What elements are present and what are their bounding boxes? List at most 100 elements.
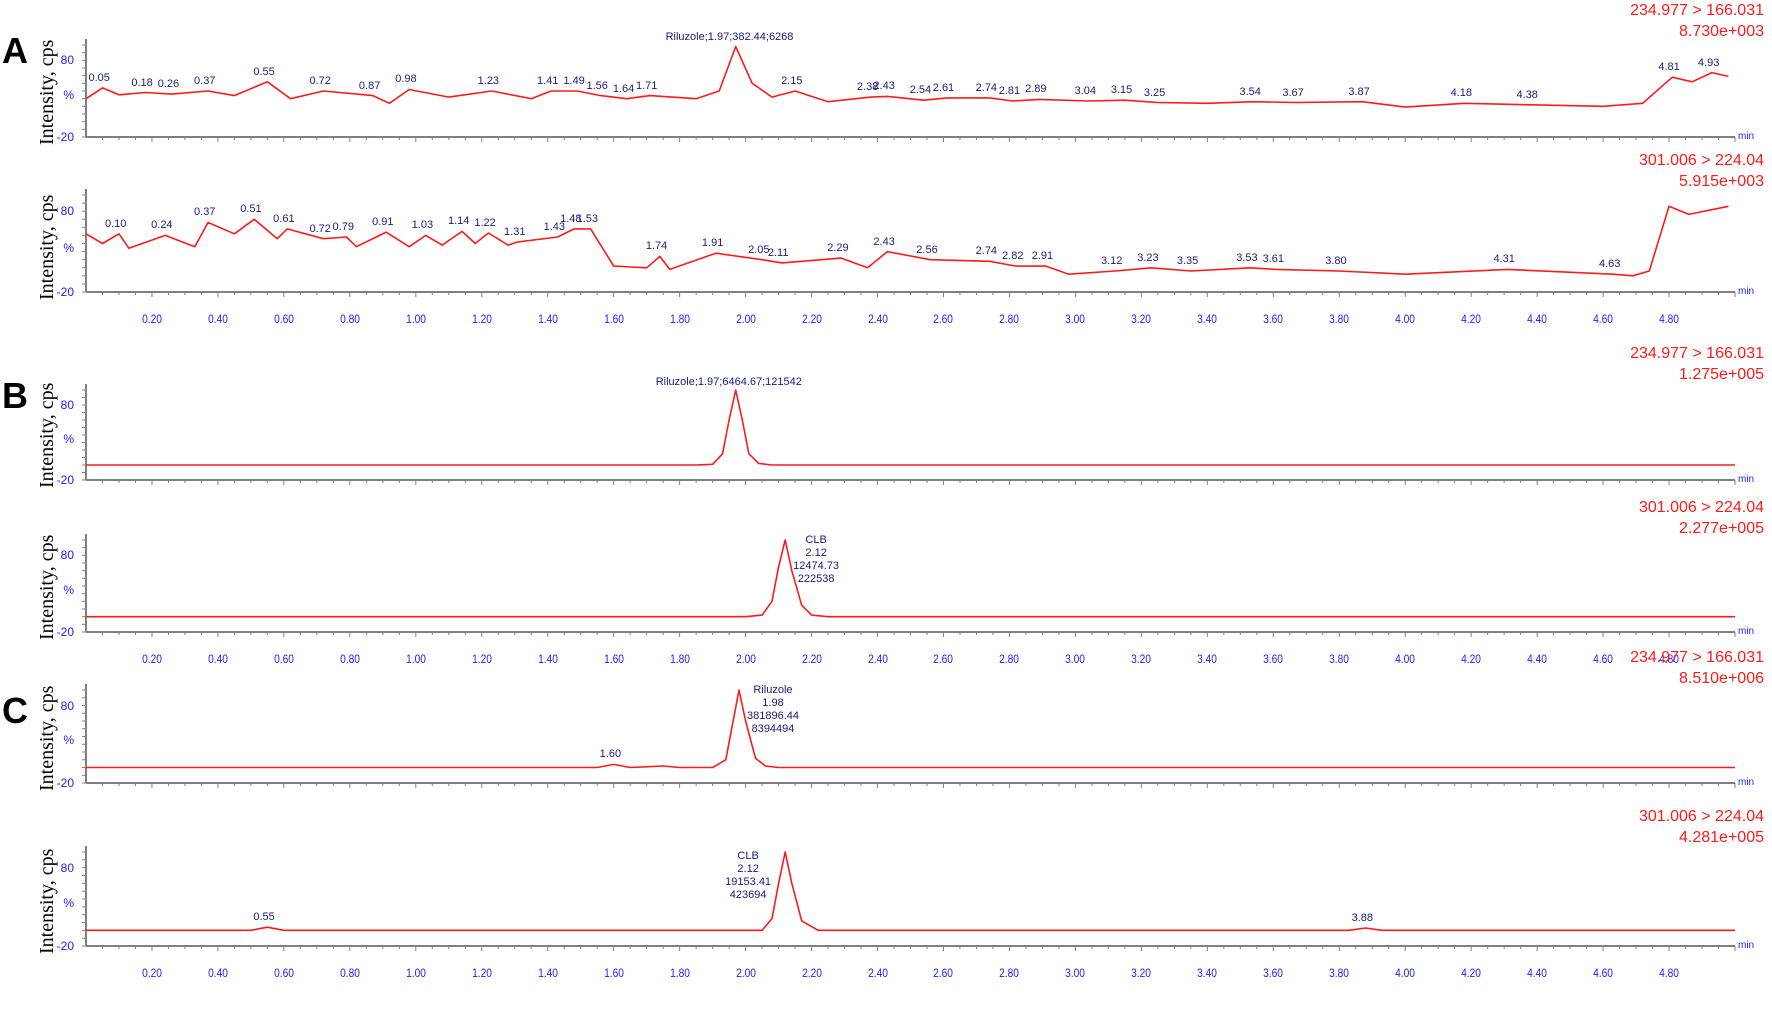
annotation-line: Riluzole [753, 684, 793, 696]
peak-rt-label: 1.43 [543, 221, 566, 234]
panel-letter: B [2, 375, 28, 416]
annotation-line: CLB [805, 534, 827, 546]
x-unit-label: min [1738, 626, 1755, 637]
peak-rt-label: 3.54 [1239, 85, 1261, 98]
peak-rt-label: 2.74 [975, 245, 998, 258]
peak-rt-label: 4.93 [1697, 56, 1720, 69]
peak-rt-label: 2.15 [781, 75, 803, 87]
compound-annotation: Riluzole;1.97;6464.67;121542 [656, 376, 802, 389]
peak-rt-label: 4.18 [1450, 87, 1472, 100]
peak-rt-label: 2.05 [748, 243, 770, 256]
x-tick-label: 4.40 [1527, 652, 1548, 666]
peak-rt-label: 2.43 [873, 235, 895, 248]
x-tick-label: 2.20 [801, 652, 822, 666]
peak-rt-label: 2.29 [827, 242, 849, 255]
peak-rt-label: 0.55 [253, 65, 275, 78]
peak-rt-label: 0.72 [309, 222, 331, 235]
peak-rt-label: 0.18 [131, 76, 153, 89]
annotation-line: 2.12 [805, 547, 827, 559]
x-tick-label: 0.40 [207, 312, 228, 326]
x-unit-label: min [1738, 940, 1755, 951]
peak-rt-label: 3.80 [1325, 254, 1347, 267]
peak-rt-label: 3.35 [1176, 254, 1199, 267]
peak-rt-label: 1.22 [474, 216, 496, 229]
mrm-transition: 301.006 > 224.04 [1638, 152, 1764, 169]
x-tick-label: 0.80 [339, 312, 360, 326]
x-tick-label: 2.60 [933, 652, 954, 666]
x-tick-label: 4.40 [1527, 312, 1548, 326]
x-tick-label: 0.60 [273, 966, 294, 980]
y-tick-label: -20 [56, 939, 74, 953]
peak-rt-label: 1.14 [447, 215, 470, 228]
peak-rt-label: 3.12 [1100, 254, 1123, 267]
peak-rt-label: 0.51 [240, 203, 262, 216]
x-tick-label: 3.40 [1197, 652, 1218, 666]
peak-rt-label: 4.63 [1598, 258, 1621, 271]
peak-rt-label: 3.25 [1143, 86, 1166, 99]
y-tick-label: % [63, 582, 74, 597]
x-tick-label: 4.00 [1395, 312, 1416, 326]
peak-rt-label: 1.03 [411, 219, 434, 232]
chromatogram-trace [86, 689, 1735, 769]
y-tick-label: % [63, 733, 74, 748]
x-tick-label: 3.20 [1131, 652, 1152, 666]
max-intensity: 4.281e+005 [1679, 829, 1764, 846]
x-tick-label: 3.20 [1131, 312, 1152, 326]
y-tick-label: -20 [56, 776, 74, 790]
peak-rt-label: 2.81 [998, 84, 1021, 97]
peak-rt-label: 0.26 [157, 78, 180, 91]
x-tick-label: 0.80 [339, 652, 360, 666]
peak-rt-label: 1.41 [537, 75, 559, 87]
peak-rt-label: 0.61 [273, 212, 295, 225]
annotation-line: Riluzole;1.97;6464.67;121542 [655, 376, 802, 388]
peak-rt-label: 1.31 [504, 225, 526, 238]
x-tick-label: 3.00 [1065, 312, 1086, 326]
x-tick-label: 4.80 [1659, 312, 1679, 326]
peak-rt-label: 3.23 [1137, 251, 1159, 264]
x-tick-label: 1.00 [405, 312, 426, 326]
peak-rt-label: 2.74 [975, 81, 998, 94]
x-tick-label: 2.40 [867, 966, 888, 980]
mrm-transition: 301.006 > 224.04 [1638, 499, 1764, 516]
y-tick-label: 80 [60, 548, 74, 563]
peak-rt-label: 0.98 [395, 73, 417, 86]
x-tick-label: 2.80 [999, 312, 1020, 326]
x-tick-label: 1.00 [405, 966, 426, 980]
y-tick-label: 80 [60, 204, 74, 219]
y-tick-label: -20 [56, 473, 74, 487]
peak-rt-label: 2.11 [767, 246, 789, 259]
peak-rt-label: 1.53 [576, 212, 599, 225]
x-tick-label: 2.60 [933, 966, 954, 980]
annotation-line: CLB [737, 850, 759, 862]
x-tick-label: 1.40 [537, 312, 558, 326]
x-tick-label: 2.60 [933, 312, 954, 326]
mrm-transition: 234.977 > 166.031 [1630, 345, 1764, 362]
compound-annotation: CLB 2.12 19153.41 423694 [725, 850, 771, 902]
x-tick-label: 2.80 [999, 652, 1020, 666]
x-tick-label: 4.00 [1395, 652, 1416, 666]
peak-rt-label: 2.91 [1031, 250, 1054, 263]
annotation-line: 423694 [729, 889, 767, 901]
x-tick-label: 1.80 [669, 652, 690, 666]
x-tick-label: 3.60 [1263, 312, 1284, 326]
x-tick-label: 1.80 [669, 312, 690, 326]
peak-rt-label: 1.23 [477, 75, 500, 87]
x-tick-label: 3.60 [1263, 966, 1284, 980]
x-tick-label: 4.20 [1461, 966, 1482, 980]
annotation-line: 381896.44 [747, 710, 799, 722]
peak-rt-label: 1.56 [586, 79, 608, 92]
peak-rt-label: 4.38 [1516, 88, 1538, 101]
annotation-line: 19153.41 [725, 876, 772, 888]
x-tick-label: 3.40 [1197, 312, 1218, 326]
x-tick-label: 0.20 [142, 966, 162, 980]
x-tick-label: 1.60 [603, 966, 624, 980]
compound-annotation: Riluzole 1.98 381896.44 8394494 [747, 684, 799, 736]
peak-rt-label: 0.37 [194, 206, 216, 219]
peak-rt-label: 2.82 [1002, 250, 1024, 263]
x-unit-label: min [1738, 777, 1755, 788]
peak-rt-label: 1.64 [612, 82, 635, 95]
compound-annotation: Riluzole;1.97;382.44;6268 [666, 31, 794, 44]
